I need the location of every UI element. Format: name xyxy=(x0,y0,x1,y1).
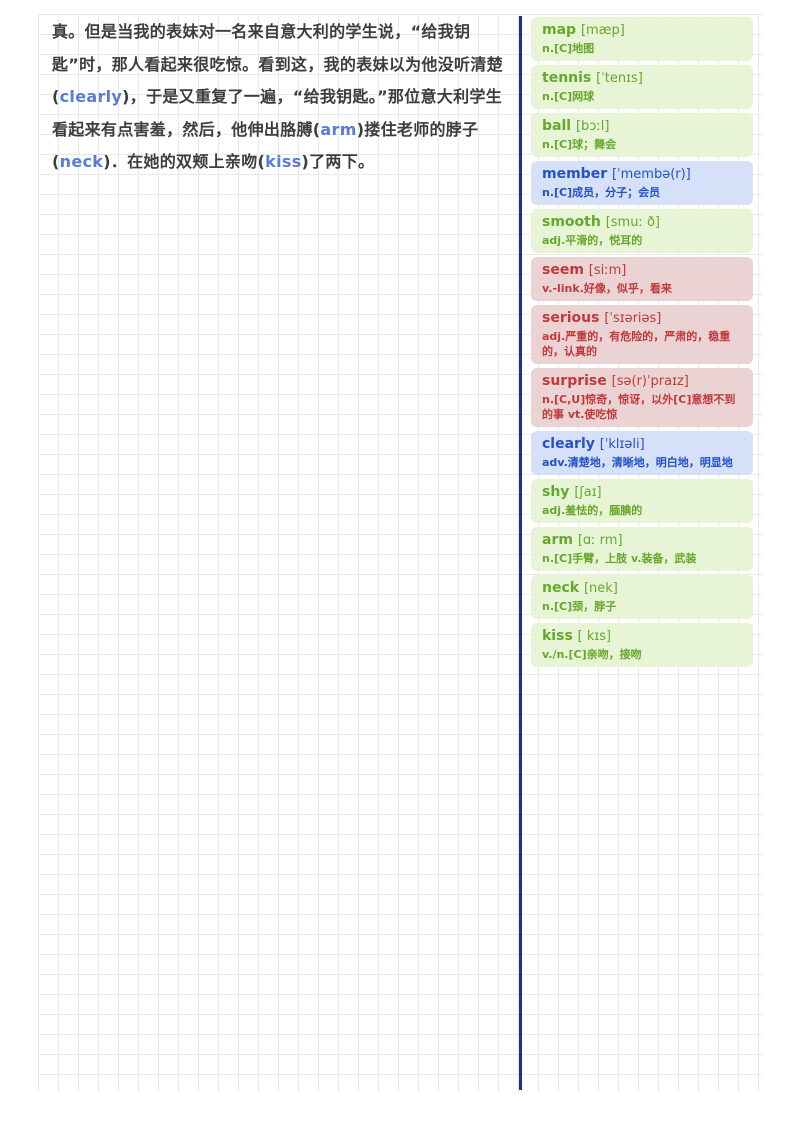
vocabulary-list: map [mæp] n.[C]地图 tennis [ˈtenɪs] n.[C]网球 ba… xyxy=(531,17,753,671)
vocab-word: seem xyxy=(542,262,584,278)
vocab-headword-line: serious [ˈsɪəriəs] xyxy=(542,308,743,329)
passage-text: )．在她的双颊上亲吻( xyxy=(103,152,266,171)
vocab-word: surprise xyxy=(542,373,607,389)
vocab-word: map xyxy=(542,22,577,38)
vocab-word: neck xyxy=(542,580,580,596)
passage-text: 真。但是当我的表妹对一名来自意大利的学生说，“给我钥匙”时，那人看起来很吃惊。看… xyxy=(52,22,503,106)
vocab-phonetic: [smuː ð] xyxy=(605,215,660,230)
vocab-word: clearly xyxy=(542,436,595,452)
vocab-card-shy: shy [ʃaɪ] adj.羞怯的，腼腆的 xyxy=(531,479,753,523)
vocab-phonetic: [ʃaɪ] xyxy=(574,485,602,500)
vocab-card-smooth: smooth [smuː ð] adj.平滑的，悦耳的 xyxy=(531,209,753,253)
vocab-headword-line: map [mæp] xyxy=(542,20,743,41)
vocab-card-kiss: kiss [ kɪs] v./n.[C]亲吻，接吻 xyxy=(531,623,753,667)
vocab-definition: adj.平滑的，悦耳的 xyxy=(542,234,643,247)
vocab-headword-line: arm [ɑː rm] xyxy=(542,530,743,551)
vocab-definition: n.[C]网球 xyxy=(542,90,595,103)
vocab-definition: adj.羞怯的，腼腆的 xyxy=(542,504,643,517)
vocab-definition: n.[C]手臂，上肢 v.装备，武装 xyxy=(542,552,697,565)
vocab-definition: n.[C]颈，脖子 xyxy=(542,600,617,613)
vocab-headword-line: surprise [sə(r)ˈpraɪz] xyxy=(542,371,743,392)
vocab-word: kiss xyxy=(542,628,573,644)
vocab-phonetic: [ kɪs] xyxy=(577,629,612,644)
vocab-word: arm xyxy=(542,532,573,548)
passage-text: )了两下。 xyxy=(301,152,375,171)
vocab-headword-line: ball [bɔːl] xyxy=(542,116,743,137)
passage-text: )，于是又重复了一遍，“给我钥匙。”那位意大利学生看起来有点害羞，然后，他伸出胳… xyxy=(52,87,503,139)
column-divider xyxy=(519,16,522,1090)
vocab-headword-line: smooth [smuː ð] xyxy=(542,212,743,233)
vocab-definition: n.[C]成员，分子；会员 xyxy=(542,186,661,199)
vocab-card-serious: serious [ˈsɪəriəs] adj.严重的，有危险的，严肃的，稳重的，认… xyxy=(531,305,753,364)
passage-text: )搂住老师的脖子( xyxy=(52,119,479,172)
vocab-card-ball: ball [bɔːl] n.[C]球；舞会 xyxy=(531,113,753,157)
vocab-word: member xyxy=(542,166,608,182)
vocab-card-clearly: clearly [ˈklɪəli] adv.清楚地，清晰地，明白地，明显地 xyxy=(531,431,753,475)
vocab-headword-line: clearly [ˈklɪəli] xyxy=(542,434,743,455)
vocab-headword-line: kiss [ kɪs] xyxy=(542,626,743,647)
vocab-card-seem: seem [siːm] v.-link.好像，似乎，看来 xyxy=(531,257,753,301)
reading-passage: 真。但是当我的表妹对一名来自意大利的学生说，“给我钥匙”时，那人看起来很吃惊。看… xyxy=(52,16,510,179)
vocab-word: shy xyxy=(542,484,570,500)
vocab-card-map: map [mæp] n.[C]地图 xyxy=(531,17,753,61)
vocab-definition: n.[C]地图 xyxy=(542,42,595,55)
vocab-headword-line: seem [siːm] xyxy=(542,260,743,281)
vocab-word: serious xyxy=(542,310,600,326)
highlighted-word: clearly xyxy=(59,87,123,106)
vocab-headword-line: tennis [ˈtenɪs] xyxy=(542,68,743,89)
vocab-card-neck: neck [nek] n.[C]颈，脖子 xyxy=(531,575,753,619)
vocab-phonetic: [ˈklɪəli] xyxy=(599,437,645,452)
vocab-definition: adv.清楚地，清晰地，明白地，明显地 xyxy=(542,456,733,469)
vocab-phonetic: [sə(r)ˈpraɪz] xyxy=(611,374,689,389)
highlighted-word: kiss xyxy=(265,152,302,171)
highlighted-word: arm xyxy=(320,119,357,139)
vocab-definition: n.[C,U]惊奇，惊讶，以外[C]意想不到的事 vt.使吃惊 xyxy=(542,393,736,421)
vocab-definition: adj.严重的，有危险的，严肃的，稳重的，认真的 xyxy=(542,330,731,358)
vocab-word: smooth xyxy=(542,214,601,230)
vocab-headword-line: shy [ʃaɪ] xyxy=(542,482,743,503)
vocab-phonetic: [nek] xyxy=(583,581,618,596)
highlighted-word: neck xyxy=(59,152,104,171)
vocab-word: ball xyxy=(542,118,572,134)
vocab-phonetic: [ˈsɪəriəs] xyxy=(604,311,662,326)
vocab-headword-line: neck [nek] xyxy=(542,578,743,599)
vocab-definition: v./n.[C]亲吻，接吻 xyxy=(542,648,642,661)
vocab-card-arm: arm [ɑː rm] n.[C]手臂，上肢 v.装备，武装 xyxy=(531,527,753,571)
vocab-card-member: member [ˈmembə(r)] n.[C]成员，分子；会员 xyxy=(531,161,753,205)
vocab-phonetic: [ˈtenɪs] xyxy=(596,71,643,86)
vocab-headword-line: member [ˈmembə(r)] xyxy=(542,164,743,185)
vocab-phonetic: [ˈmembə(r)] xyxy=(611,167,691,182)
vocab-phonetic: [mæp] xyxy=(580,23,625,38)
vocab-phonetic: [ɑː rm] xyxy=(577,533,623,548)
vocab-phonetic: [siːm] xyxy=(588,263,627,278)
vocab-phonetic: [bɔːl] xyxy=(575,119,610,134)
vocab-card-surprise: surprise [sə(r)ˈpraɪz] n.[C,U]惊奇，惊讶，以外[C]… xyxy=(531,368,753,427)
vocab-definition: n.[C]球；舞会 xyxy=(542,138,617,151)
vocab-definition: v.-link.好像，似乎，看来 xyxy=(542,282,672,295)
vocab-card-tennis: tennis [ˈtenɪs] n.[C]网球 xyxy=(531,65,753,109)
vocab-word: tennis xyxy=(542,70,592,86)
